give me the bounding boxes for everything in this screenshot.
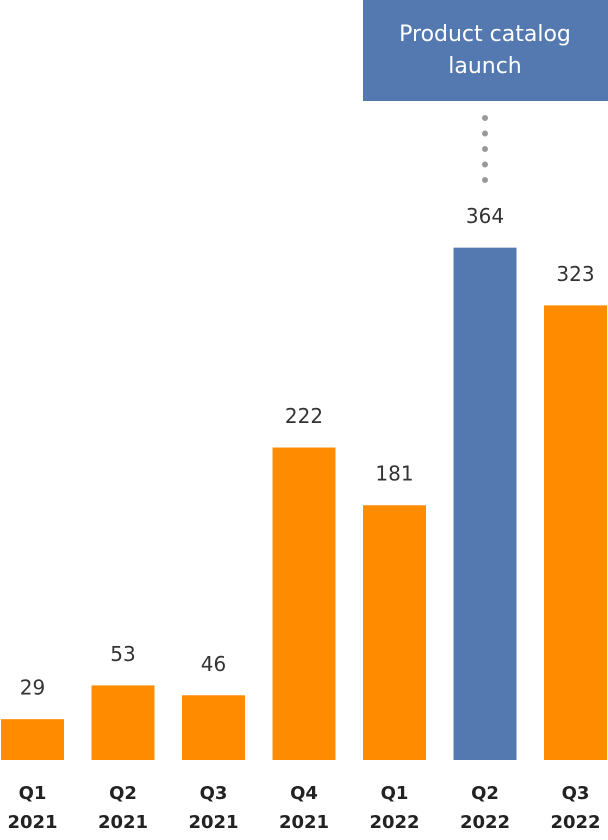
x-tick-label: 2021 (98, 812, 148, 833)
x-tick-label: Q3 (200, 783, 228, 804)
x-tick-label: Q1 (381, 783, 409, 804)
value-label: 181 (375, 462, 413, 486)
bar (182, 695, 245, 760)
x-tick-label: 2021 (279, 812, 329, 833)
value-label: 46 (201, 652, 226, 676)
x-tick-label: Q2 (471, 783, 499, 804)
x-tick-label: 2022 (460, 812, 510, 833)
bar (363, 505, 426, 760)
value-label: 53 (110, 642, 135, 666)
bar (1, 719, 64, 760)
x-tick-label: 2021 (7, 812, 57, 833)
x-tick-label: Q4 (290, 783, 318, 804)
bar (91, 685, 155, 760)
bar (544, 305, 607, 760)
x-tick-label: Q2 (109, 783, 137, 804)
annotation-box (363, 0, 608, 101)
x-tick-label: 2022 (550, 812, 600, 833)
value-label: 222 (285, 404, 323, 428)
annotation-text: launch (448, 54, 522, 79)
value-label: 323 (556, 262, 594, 286)
x-tick-label: Q1 (19, 783, 47, 804)
x-tick-label: 2022 (369, 812, 419, 833)
bar (453, 247, 517, 761)
x-tick-label: Q3 (562, 783, 590, 804)
value-label: 364 (466, 204, 504, 228)
value-label: 29 (20, 676, 45, 700)
bar (272, 447, 336, 760)
annotation-text: Product catalog (399, 22, 571, 47)
x-tick-label: 2021 (188, 812, 238, 833)
